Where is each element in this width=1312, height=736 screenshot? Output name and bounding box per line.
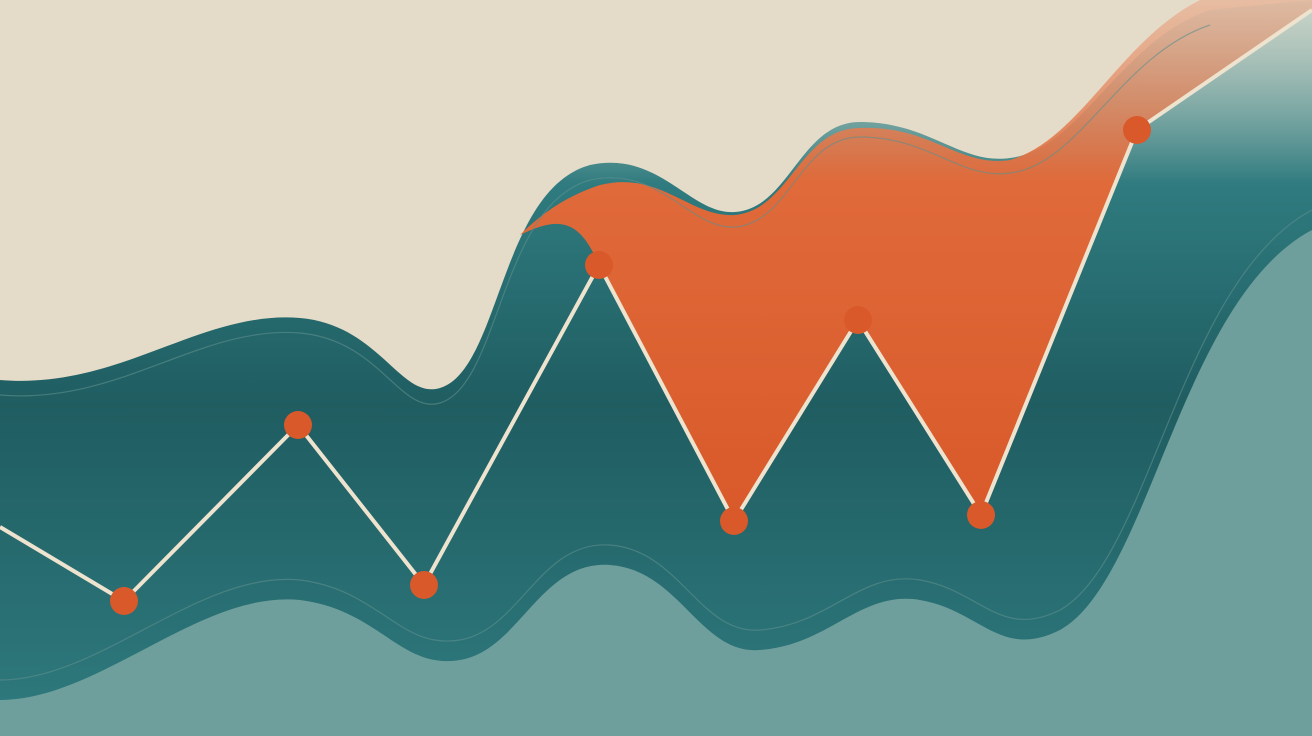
orange-fill-area	[520, 0, 1312, 521]
data-point	[585, 251, 613, 279]
light-teal-lower-wave	[0, 230, 1312, 736]
data-markers	[110, 116, 1151, 615]
data-point	[844, 306, 872, 334]
trend-line	[0, 8, 1312, 603]
data-point	[410, 571, 438, 599]
data-point	[1123, 116, 1151, 144]
data-point	[284, 411, 312, 439]
wave-contour-lines	[0, 24, 1312, 681]
data-point	[110, 587, 138, 615]
data-point	[720, 507, 748, 535]
data-point	[967, 501, 995, 529]
